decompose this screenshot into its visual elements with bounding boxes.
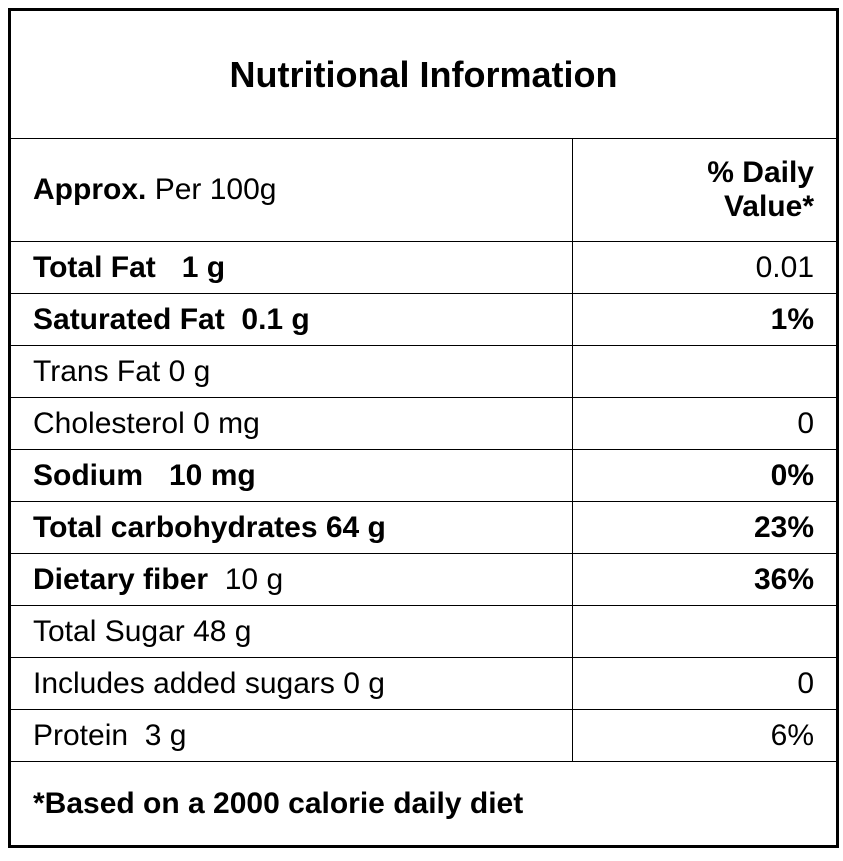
nutrient: Saturated Fat xyxy=(33,302,225,336)
daily-value: 0 xyxy=(572,397,838,450)
daily-value: 0% xyxy=(572,449,838,502)
daily-value: 6% xyxy=(572,709,838,762)
daily-value-text: 1% xyxy=(770,302,814,336)
cell: Includes added sugars 0 g xyxy=(9,657,573,710)
amount: 1 g xyxy=(181,250,226,284)
row: Total Sugar 48 g xyxy=(9,605,838,658)
cell: Sodium 10 mg xyxy=(9,449,573,502)
amount: 0.1 g xyxy=(241,302,310,336)
daily-value-text: 36% xyxy=(753,562,814,596)
nutrient: Total carbohydrates 64 g xyxy=(33,510,386,544)
amount: 3 g xyxy=(144,718,187,752)
cell: Trans Fat 0 g xyxy=(9,345,573,398)
header-label: Approx. Per 100g xyxy=(9,138,573,242)
nutrition-table: Nutritional Information Approx. Per 100g… xyxy=(8,8,839,848)
daily-value-text: 23% xyxy=(753,510,814,544)
nutrient: Sodium xyxy=(33,458,143,492)
cell: Saturated Fat 0.1 g xyxy=(9,293,573,346)
cell: Protein 3 g xyxy=(9,709,573,762)
cell: Cholesterol 0 mg xyxy=(9,397,573,450)
title-row: Nutritional Information xyxy=(9,9,838,139)
row: Cholesterol 0 mg 0 xyxy=(9,397,838,450)
cell: Total Sugar 48 g xyxy=(9,605,573,658)
daily-value xyxy=(572,345,838,398)
row: Saturated Fat 0.1 g 1% xyxy=(9,293,838,346)
footnote: *Based on a 2000 calorie daily diet xyxy=(9,761,838,847)
amount: 10 mg xyxy=(169,458,256,492)
cell: Total Fat 1 g xyxy=(9,241,573,294)
cell: Total carbohydrates 64 g xyxy=(9,501,573,554)
row: Total Fat 1 g 0.01 xyxy=(9,241,838,294)
nutrient: Dietary fiber xyxy=(33,562,209,596)
header-bold: Approx. xyxy=(33,173,147,206)
row: Protein 3 g 6% xyxy=(9,709,838,762)
daily-value: 23% xyxy=(572,501,838,554)
row: Trans Fat 0 g xyxy=(9,345,838,398)
daily-value: 0.01 xyxy=(572,241,838,294)
daily-value xyxy=(572,605,838,658)
cell: Dietary fiber 10 g xyxy=(9,553,573,606)
title: Nutritional Information xyxy=(9,9,838,139)
header-text: Per 100g xyxy=(154,173,277,206)
row: Sodium 10 mg 0% xyxy=(9,449,838,502)
header-row: Approx. Per 100g % Daily Value* xyxy=(9,138,838,242)
nutrient: Protein xyxy=(33,718,129,752)
daily-value-text: 0% xyxy=(770,458,814,492)
header-value: % Daily Value* xyxy=(572,138,838,242)
daily-value: 0 xyxy=(572,657,838,710)
row: Dietary fiber 10 g 36% xyxy=(9,553,838,606)
row: Total carbohydrates 64 g 23% xyxy=(9,501,838,554)
nutrient: Total Fat xyxy=(33,250,156,284)
amount: 10 g xyxy=(224,562,284,596)
daily-value: 36% xyxy=(572,553,838,606)
footnote-row: *Based on a 2000 calorie daily diet xyxy=(9,761,838,847)
daily-value: 1% xyxy=(572,293,838,346)
